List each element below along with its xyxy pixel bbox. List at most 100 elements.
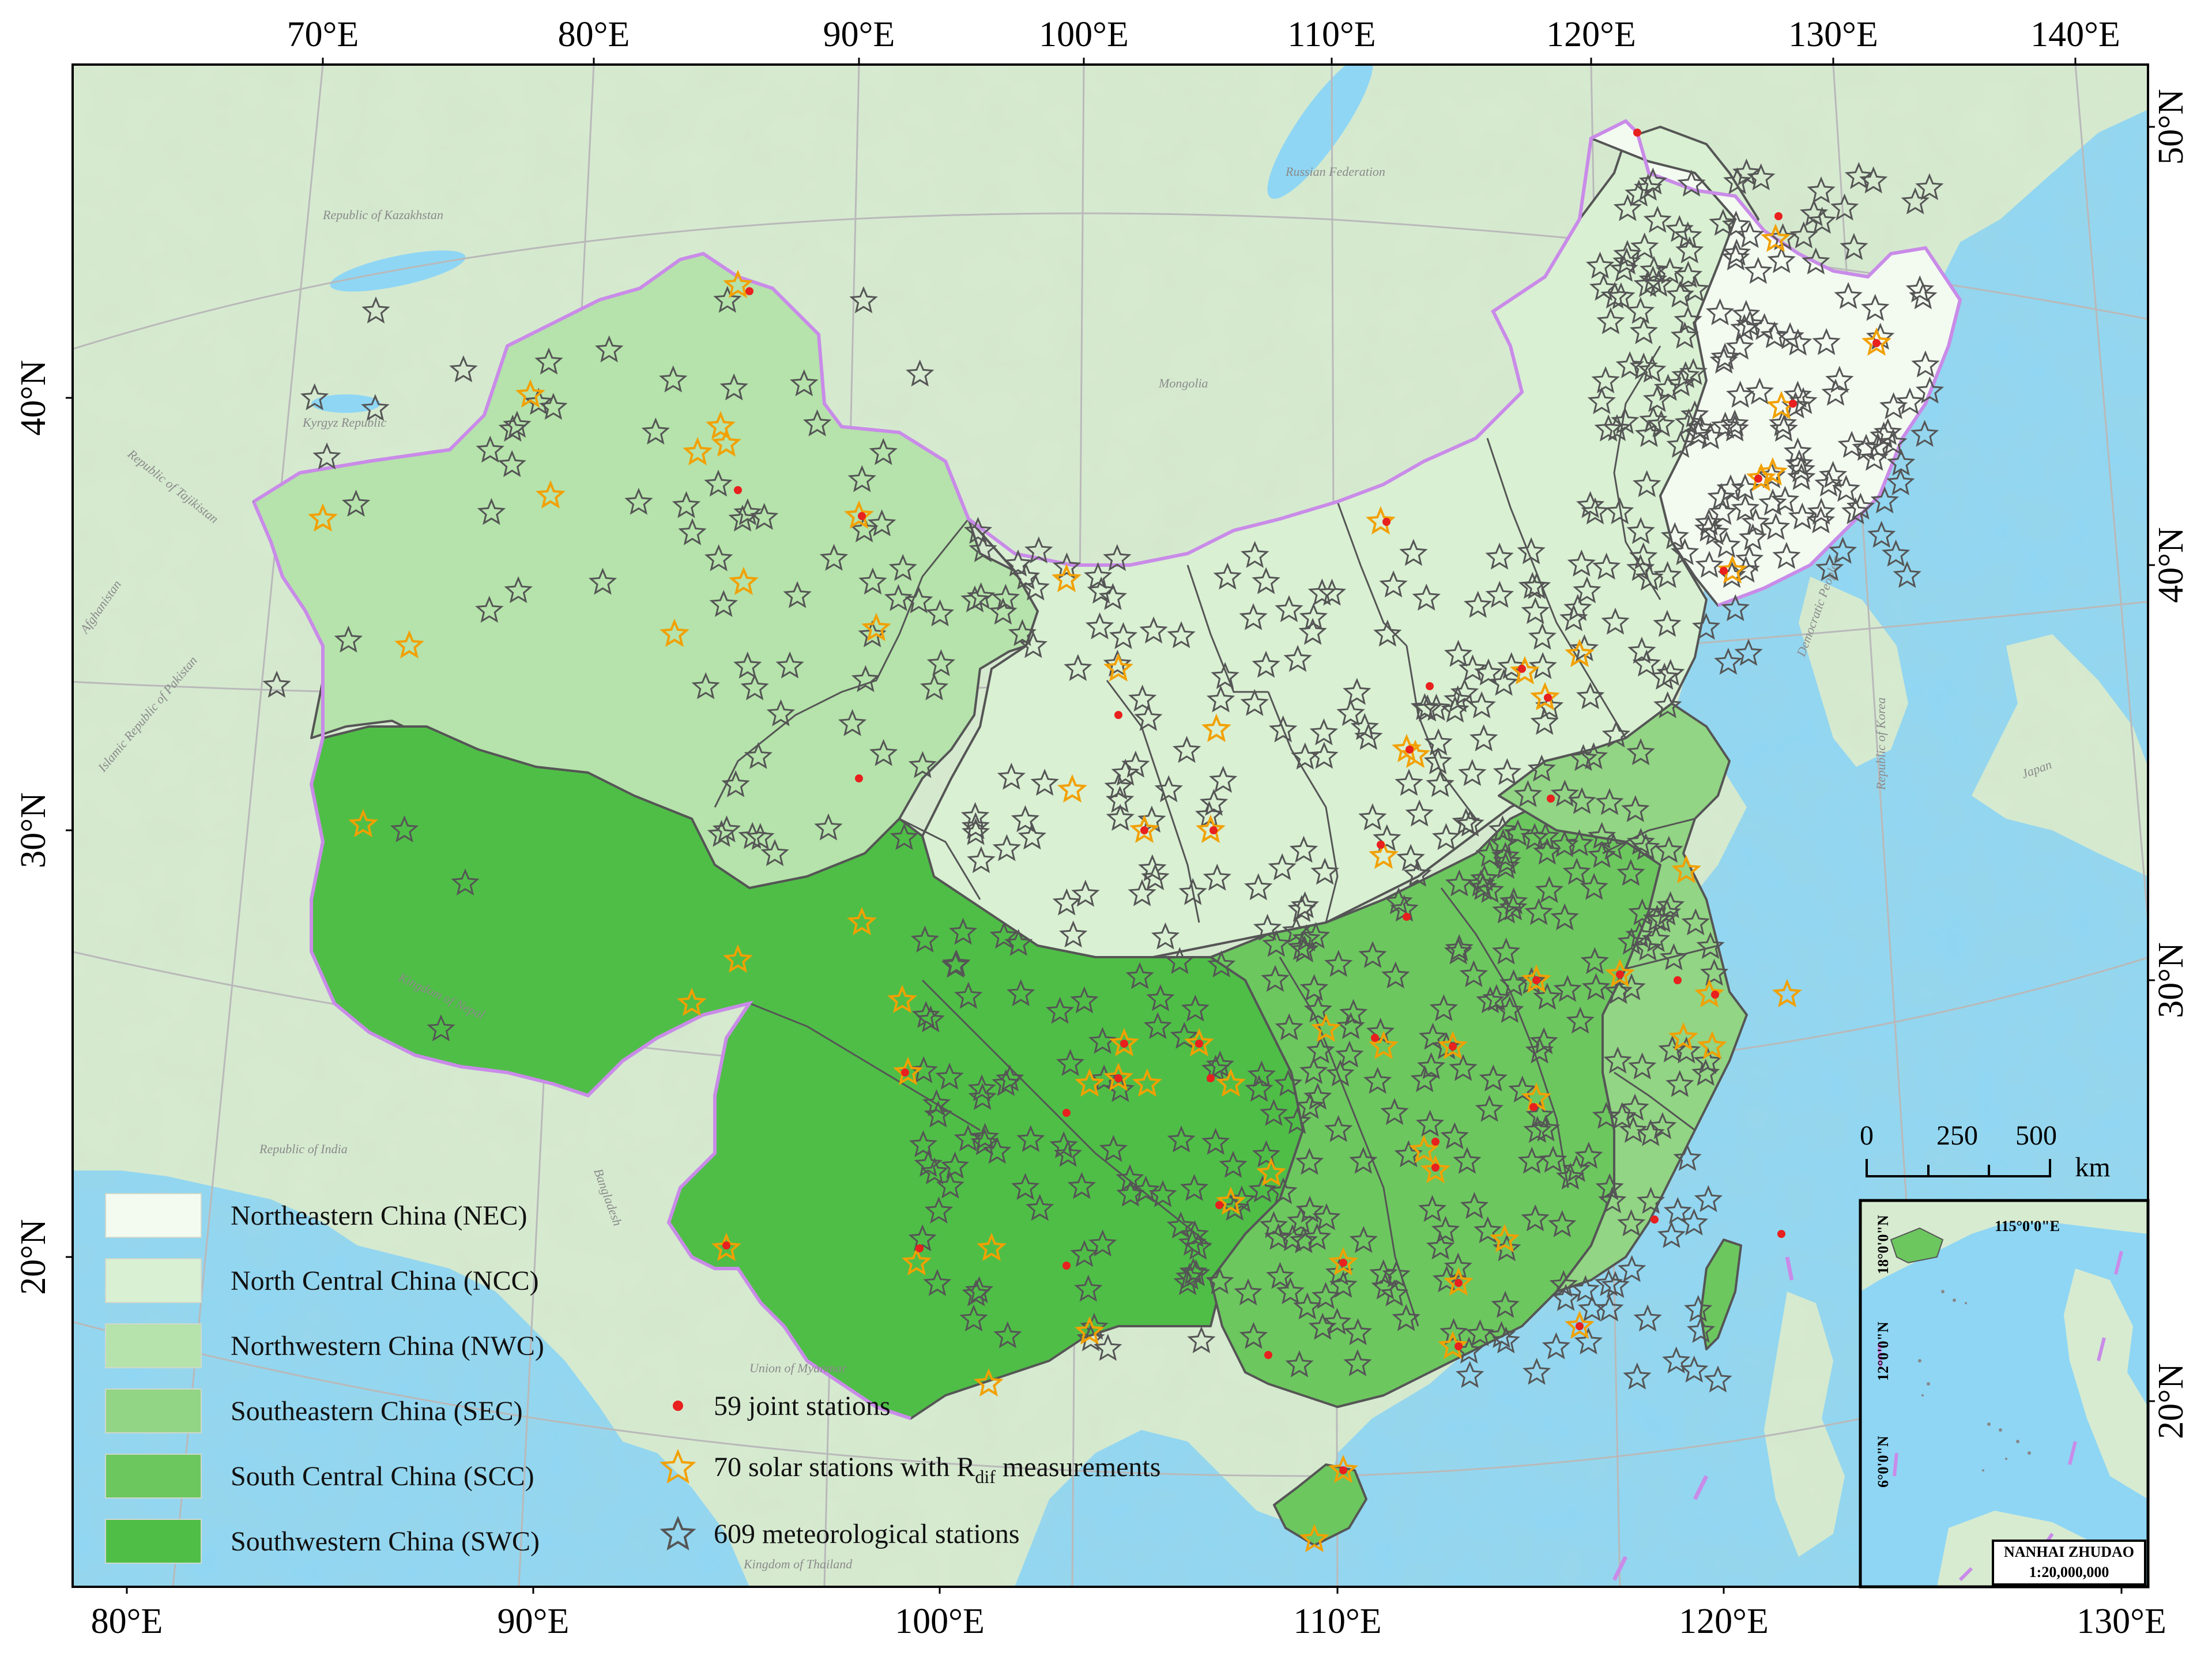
- lake-balkhash: [330, 250, 466, 292]
- met-station-star: [838, 709, 867, 736]
- met-station-star: [1595, 788, 1624, 815]
- met-station-star: [1576, 491, 1605, 518]
- met-station-star: [1187, 1326, 1216, 1353]
- met-station-star: [850, 515, 879, 543]
- met-station-star: [1525, 1036, 1554, 1064]
- met-station-star: [1423, 747, 1452, 774]
- met-station-star: [851, 665, 880, 692]
- met-station-star: [1550, 780, 1580, 807]
- solar-station-star: [1697, 1030, 1727, 1060]
- solar-station-star: [1328, 1247, 1358, 1276]
- met-station-star: [760, 839, 789, 867]
- met-station-star: [1665, 1070, 1694, 1097]
- joint-station-dot: [1114, 1074, 1122, 1082]
- legend-region-item: North Central China (NCC): [105, 1258, 539, 1303]
- met-station-star: [1475, 1094, 1504, 1122]
- legend-region-label: South Central China (SCC): [231, 1461, 534, 1492]
- met-station-star: [1392, 1304, 1420, 1331]
- joint-station-dot: [1754, 475, 1762, 483]
- joint-station-dot: [855, 774, 863, 782]
- met-station-star: [1674, 306, 1702, 333]
- met-station-star: [1700, 518, 1729, 545]
- lake-baikal: [1267, 65, 1373, 199]
- met-station-star: [1172, 736, 1201, 763]
- solar-label-suffix: measurements: [996, 1452, 1161, 1482]
- met-station-star: [1591, 366, 1620, 394]
- met-station-star: [911, 1000, 940, 1028]
- met-station-star: [1125, 962, 1154, 989]
- met-station-star: [312, 442, 341, 470]
- solar-station-star: [974, 1368, 1004, 1397]
- legend-joint-label: 59 joint stations: [714, 1391, 891, 1421]
- met-station-star: [1373, 619, 1402, 647]
- met-station-star: [1657, 1221, 1686, 1248]
- met-station-star: [1275, 1013, 1303, 1041]
- met-station-star: [1049, 1131, 1078, 1158]
- met-station-star: [1859, 166, 1888, 194]
- tick-label: 20°N: [2151, 1363, 2191, 1439]
- met-station-star: [1445, 869, 1474, 897]
- met-station-star: [1303, 995, 1333, 1023]
- met-station-star: [1879, 428, 1908, 456]
- met-station-star: [783, 581, 812, 608]
- met-station-star: [1691, 1059, 1720, 1086]
- joint-station-dot: [1518, 665, 1526, 673]
- met-station-star: [858, 567, 887, 595]
- tick-label: 70°E: [287, 15, 359, 54]
- met-station-star: [1535, 876, 1564, 903]
- legend-swatch: [105, 1519, 202, 1564]
- met-station-star: [1310, 857, 1339, 885]
- inset-lat-label: 6°0'0"N: [1875, 1436, 1891, 1488]
- met-station-star: [1712, 530, 1741, 558]
- met-station-star: [1841, 497, 1870, 525]
- met-station-star: [1905, 275, 1935, 303]
- legend-region-label: Northwestern China (NWC): [231, 1331, 544, 1361]
- met-station-star: [962, 1279, 990, 1307]
- met-station-star: [1788, 502, 1817, 530]
- met-station-star: [1530, 707, 1559, 735]
- met-station-star: [1410, 1065, 1439, 1093]
- met-station-star: [1306, 1036, 1335, 1064]
- met-station-star: [1581, 497, 1610, 525]
- met-station-star: [1239, 1322, 1268, 1349]
- joint-station-dot: [1711, 991, 1719, 999]
- met-station-star: [1594, 414, 1623, 442]
- met-station-star: [1491, 852, 1520, 879]
- joint-station-dot: [1547, 795, 1555, 803]
- met-station-star: [1542, 1332, 1571, 1360]
- met-station-star: [1731, 494, 1760, 521]
- met-station-star: [594, 335, 624, 363]
- joint-station-dot: [1431, 1138, 1440, 1146]
- met-station-star: [1616, 859, 1645, 886]
- met-station-star: [1290, 935, 1319, 963]
- met-station-star: [1067, 1172, 1096, 1199]
- joint-station-dot: [1872, 339, 1881, 347]
- met-station-star: [1203, 863, 1231, 891]
- met-station-star: [1247, 1060, 1276, 1087]
- met-station-star: [1598, 1186, 1627, 1214]
- met-station-star: [1520, 823, 1549, 850]
- joint-station-dot: [1209, 826, 1218, 834]
- legend-region-item: South Central China (SCC): [105, 1454, 534, 1499]
- solar-station-star: [1409, 1134, 1439, 1164]
- met-station-star: [1616, 1209, 1646, 1236]
- tick-label: 80°E: [91, 1602, 163, 1641]
- scale-label: 0: [1860, 1120, 1874, 1151]
- joint-station-dot: [1576, 1322, 1584, 1330]
- met-station-star: [1273, 1069, 1303, 1097]
- met-station-star: [1691, 612, 1721, 640]
- met-station-star: [1844, 161, 1874, 189]
- met-station-star: [1806, 506, 1836, 533]
- met-station-star: [1674, 408, 1704, 435]
- inset-lat-label: 18°0'0"N: [1875, 1215, 1891, 1274]
- met-station-star: [942, 949, 971, 977]
- solar-station-star: [1201, 713, 1231, 743]
- met-station-star: [691, 672, 720, 699]
- met-station-star: [1268, 853, 1297, 880]
- met-station-star: [961, 812, 990, 840]
- met-station-star: [1463, 590, 1493, 618]
- met-station-star: [905, 586, 933, 614]
- met-station-star: [1241, 541, 1269, 568]
- met-station-star: [1335, 1040, 1364, 1068]
- joint-station-dot: [858, 512, 866, 520]
